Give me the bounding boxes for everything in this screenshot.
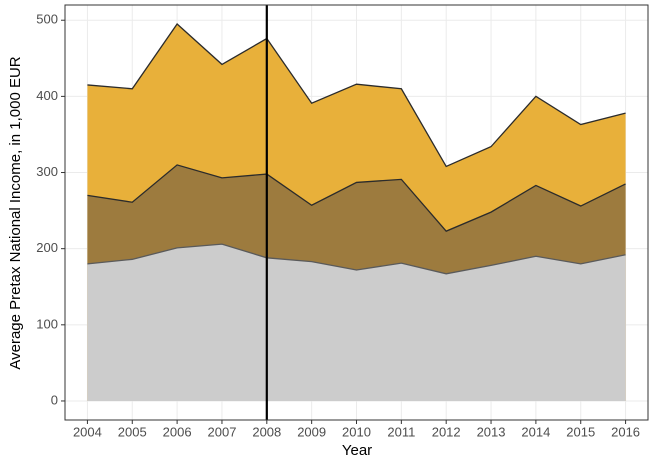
y-tick-label: 100 <box>36 316 58 331</box>
y-tick-label: 200 <box>36 240 58 255</box>
x-tick-label: 2013 <box>477 424 506 439</box>
y-tick-label: 0 <box>51 392 58 407</box>
x-tick-label: 2012 <box>432 424 461 439</box>
x-tick-label: 2008 <box>252 424 281 439</box>
x-tick-label: 2011 <box>387 424 415 439</box>
x-tick-label: 2007 <box>208 424 237 439</box>
plot-border <box>64 4 649 421</box>
x-axis-title: Year <box>342 442 372 459</box>
y-tick-label: 500 <box>36 12 58 27</box>
x-tick-label: 2005 <box>118 424 147 439</box>
area-line <box>87 243 626 275</box>
x-tick-label: 2015 <box>566 424 595 439</box>
area-line <box>87 23 626 168</box>
x-tick-label: 2006 <box>163 424 192 439</box>
y-axis-title: Average Pretax National Income, in 1,000… <box>7 56 24 369</box>
area-line <box>87 164 626 232</box>
x-tick-label: 2009 <box>297 424 326 439</box>
x-tick-label: 2016 <box>611 424 640 439</box>
x-tick-label: 2010 <box>342 424 371 439</box>
x-tick-label: 2004 <box>73 424 102 439</box>
y-tick-label: 300 <box>36 164 58 179</box>
x-tick-label: 2014 <box>521 424 550 439</box>
area <box>87 244 626 401</box>
y-tick-label: 400 <box>36 88 58 103</box>
